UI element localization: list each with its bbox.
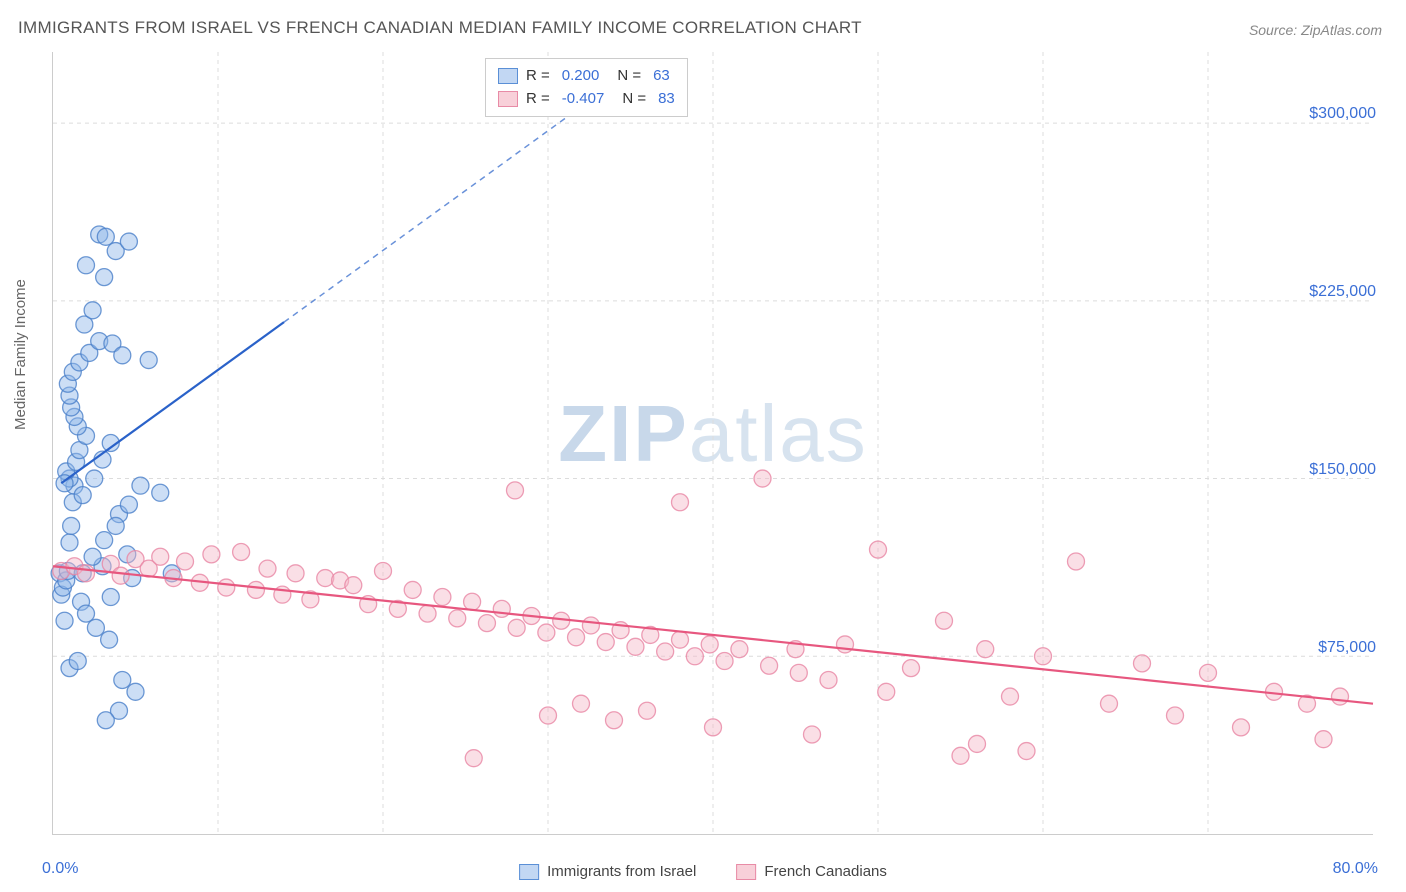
swatch-blue-icon	[519, 864, 539, 880]
chart-container: IMMIGRANTS FROM ISRAEL VS FRENCH CANADIA…	[0, 0, 1406, 892]
r-value-french: -0.407	[562, 88, 605, 111]
swatch-pink-icon	[498, 91, 518, 107]
chart-title: IMMIGRANTS FROM ISRAEL VS FRENCH CANADIA…	[18, 18, 862, 38]
swatch-blue-icon	[498, 68, 518, 84]
r-label: R =	[526, 88, 550, 111]
ytick-300k: $300,000	[1309, 105, 1376, 123]
n-value-french: 83	[658, 88, 675, 111]
legend-item-israel: Immigrants from Israel	[519, 863, 696, 880]
series-legend: Immigrants from Israel French Canadians	[519, 863, 887, 880]
chart-svg	[53, 52, 1373, 834]
ytick-150k: $150,000	[1309, 461, 1376, 479]
stats-row-french: R = -0.407 N = 83	[498, 88, 675, 111]
n-label: N =	[617, 65, 641, 88]
stats-row-israel: R = 0.200 N = 63	[498, 65, 675, 88]
xtick-max: 80.0%	[1333, 860, 1378, 878]
y-axis-label: Median Family Income	[12, 279, 29, 430]
swatch-pink-icon	[736, 864, 756, 880]
legend-item-french: French Canadians	[736, 863, 887, 880]
legend-label-french: French Canadians	[764, 863, 887, 880]
plot-area: ZIPatlas	[52, 52, 1373, 835]
stats-legend: R = 0.200 N = 63 R = -0.407 N = 83	[485, 58, 688, 117]
ytick-225k: $225,000	[1309, 283, 1376, 301]
legend-label-israel: Immigrants from Israel	[547, 863, 696, 880]
xtick-min: 0.0%	[42, 860, 78, 878]
ytick-75k: $75,000	[1318, 639, 1376, 657]
n-value-israel: 63	[653, 65, 670, 88]
n-label: N =	[622, 88, 646, 111]
r-label: R =	[526, 65, 550, 88]
source-attribution: Source: ZipAtlas.com	[1249, 22, 1382, 38]
r-value-israel: 0.200	[562, 65, 600, 88]
